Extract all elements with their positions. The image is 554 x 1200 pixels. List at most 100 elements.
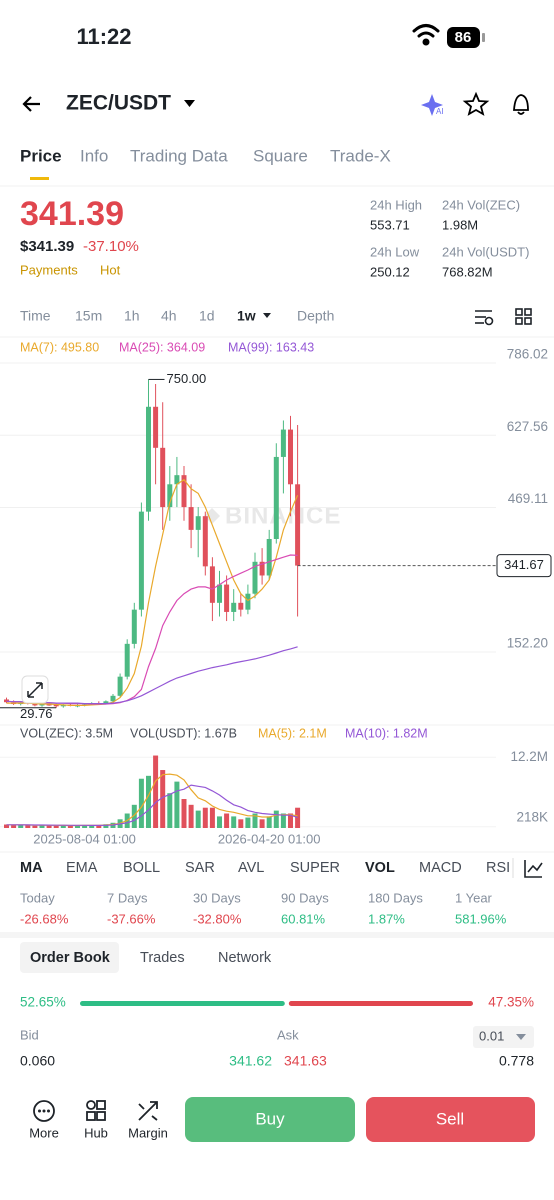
footer-action[interactable]: More (29, 1125, 59, 1140)
volume-bar (280, 813, 286, 828)
ai-icon[interactable] (421, 94, 443, 116)
volume-bar (195, 810, 201, 828)
volume-bar (53, 825, 59, 828)
stat-value: 1.98M (442, 217, 478, 232)
tab[interactable]: Price (20, 146, 62, 165)
volume-legend: MA(10): 1.82M (345, 726, 428, 740)
period-change: 60.81% (281, 911, 326, 926)
indicator[interactable]: MACD (419, 860, 462, 876)
footer-action[interactable]: Hub (84, 1125, 108, 1140)
bid-ratio: 52.65% (20, 995, 66, 1010)
sell-label[interactable]: Sell (436, 1109, 464, 1128)
x-tick-label: 2026-04-20 01:00 (218, 831, 321, 846)
indicator[interactable]: RSI (486, 860, 510, 876)
book-tab[interactable]: Order Book (30, 950, 111, 966)
interval[interactable]: Time (20, 308, 51, 324)
y-tick-label: 152.20 (507, 636, 548, 651)
volume-bar (167, 793, 173, 828)
indicator[interactable]: MA (20, 860, 43, 876)
indicator[interactable]: SUPER (290, 860, 340, 876)
volume-bar (266, 816, 272, 828)
tab[interactable]: Square (253, 146, 308, 165)
volume-bar (32, 825, 38, 828)
back-button[interactable] (22, 96, 40, 112)
tag[interactable]: Hot (100, 262, 121, 277)
indicator[interactable]: VOL (365, 860, 395, 876)
candle-body (202, 516, 208, 567)
candle-body (46, 704, 52, 706)
sell-button[interactable] (366, 1097, 535, 1142)
precision-select[interactable] (473, 1026, 534, 1048)
volume-bar (217, 816, 222, 828)
more-icon[interactable] (33, 1100, 55, 1122)
candle-body (60, 704, 66, 707)
indicator[interactable]: BOLL (123, 860, 160, 876)
volume-bar (188, 804, 194, 828)
candle-body (160, 447, 166, 508)
volume-bar (103, 824, 109, 828)
candle-body (224, 584, 230, 612)
period-change: -26.68% (20, 911, 69, 926)
footer-action[interactable]: Margin (128, 1125, 168, 1140)
volume-bar (295, 807, 301, 828)
pair-title[interactable]: ZEC/USDT (66, 92, 171, 115)
ask-price: 341.63 (284, 1053, 327, 1069)
x-tick-label: 2025-08-04 01:00 (33, 831, 136, 846)
candle-body (153, 406, 159, 448)
candle-body (259, 561, 265, 576)
status-time: 11:22 (76, 24, 131, 49)
layout-icon[interactable] (515, 308, 532, 325)
margin-icon[interactable] (138, 1101, 158, 1121)
candle-body (103, 701, 109, 704)
last-price-box (496, 554, 552, 578)
alert-button[interactable] (513, 94, 529, 115)
favorite-button[interactable] (462, 91, 490, 116)
candle-body (238, 602, 244, 610)
indicator[interactable]: SAR (185, 860, 215, 876)
candle-body (188, 507, 194, 530)
interval[interactable]: 1d (199, 308, 215, 324)
high-label: 750.00 (167, 371, 207, 386)
y-tick-label: 627.56 (507, 419, 548, 434)
candle-body (266, 538, 272, 576)
candle-body (174, 475, 180, 485)
chart-tools-icon[interactable] (524, 860, 543, 878)
ask-header: Ask (277, 1027, 299, 1042)
indicator[interactable]: EMA (66, 860, 98, 876)
tab[interactable]: Trade-X (330, 146, 391, 165)
indicator-settings-icon[interactable] (475, 310, 494, 326)
candle-body (4, 699, 9, 703)
expand-icon[interactable] (27, 682, 43, 698)
interval-caret[interactable] (263, 313, 271, 318)
tab[interactable]: Info (80, 146, 108, 165)
candle-body (124, 643, 130, 677)
book-tab[interactable]: Trades (140, 950, 185, 966)
hub-icon[interactable] (86, 1100, 106, 1121)
tab[interactable]: Trading Data (130, 146, 228, 165)
ma-legend: MA(99): 163.43 (228, 340, 314, 354)
interval[interactable]: 15m (75, 308, 102, 324)
buy-button[interactable] (185, 1097, 355, 1142)
precision[interactable]: 0.01 (479, 1028, 504, 1043)
volume-bar (259, 819, 265, 828)
volume-label: VOL(USDT): 1.67B (130, 726, 237, 740)
ai-badge: AI (436, 107, 444, 116)
watermark: BINANCE (225, 502, 341, 529)
buy-label[interactable]: Buy (255, 1109, 285, 1128)
interval[interactable]: 4h (161, 308, 177, 324)
interval[interactable]: 1h (124, 308, 140, 324)
pair-caret[interactable] (184, 100, 195, 107)
candle-body (245, 593, 251, 610)
interval[interactable]: Depth (297, 308, 334, 324)
precision-caret[interactable] (516, 1034, 526, 1040)
volume-bar (11, 825, 17, 828)
book-tab[interactable]: Network (218, 950, 272, 966)
period-label: 7 Days (107, 890, 148, 905)
tag[interactable]: Payments (20, 262, 78, 277)
candle-body (39, 704, 45, 706)
ma-line (6, 478, 299, 706)
foreground: 11:22 86 ZEC/USDT Price Info Trading Data Squa… (20, 24, 534, 1069)
volume-bar (146, 775, 151, 828)
indicator[interactable]: AVL (238, 860, 264, 876)
interval[interactable]: 1w (237, 308, 256, 324)
